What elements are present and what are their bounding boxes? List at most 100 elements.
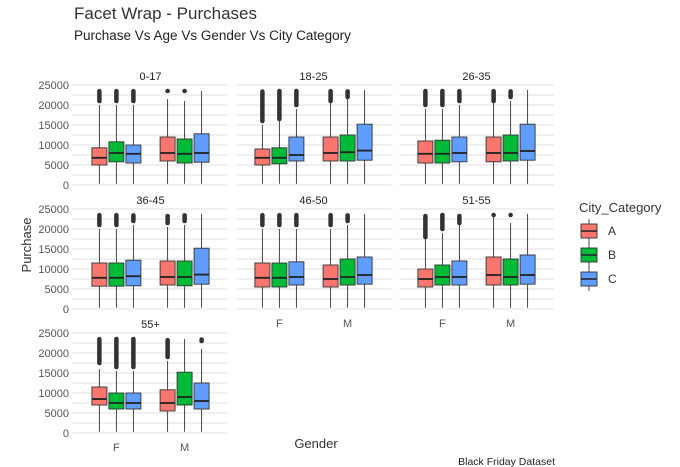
boxplot-box xyxy=(108,336,125,432)
y-tick-label: 5000 xyxy=(45,284,69,296)
boxplot-box xyxy=(288,88,305,184)
box-iqr xyxy=(91,262,108,287)
outlier-point xyxy=(423,88,428,94)
outlier-point xyxy=(294,212,299,218)
boxplot-box xyxy=(519,213,536,308)
boxplot-box xyxy=(502,212,519,308)
outlier-point xyxy=(165,213,170,219)
outlier-point xyxy=(114,336,119,342)
box-iqr xyxy=(288,261,305,286)
box-iqr xyxy=(159,260,176,286)
outlier-point xyxy=(260,212,265,218)
boxplot-box xyxy=(288,212,305,308)
x-axis-title: Gender xyxy=(294,436,338,451)
outlier-point xyxy=(491,212,496,218)
box-iqr xyxy=(271,147,288,165)
outlier-point xyxy=(294,88,299,94)
facet-panel: 26-35 xyxy=(399,71,554,186)
outlier-point xyxy=(328,212,333,218)
boxplot-box xyxy=(485,212,502,308)
boxplot-box xyxy=(485,88,502,184)
y-tick-label: 15000 xyxy=(38,244,69,256)
y-axis-title: Purchase xyxy=(19,218,34,273)
box-iqr xyxy=(485,256,502,286)
boxplot-box xyxy=(176,213,193,308)
y-tick-label: 0 xyxy=(63,180,69,192)
facet-panel: 0-17 0 5000 10000 15000 20000 25000 xyxy=(38,71,228,192)
x-tick-label: M xyxy=(180,442,189,454)
boxplot-box xyxy=(356,89,373,184)
box-iqr xyxy=(519,123,536,161)
y-tick-label: 20000 xyxy=(38,348,69,360)
outlier-point xyxy=(182,213,187,218)
box-iqr xyxy=(254,262,271,288)
chart-caption: Black Friday Dataset xyxy=(458,456,555,467)
facet-strip-label: 18-25 xyxy=(299,71,327,83)
boxplot-box xyxy=(193,337,210,432)
box-iqr xyxy=(125,259,142,287)
outlier-point xyxy=(165,88,170,94)
boxplot-box xyxy=(434,88,451,184)
boxplot-box xyxy=(125,336,142,432)
facet-strip-label: 46-50 xyxy=(299,195,327,207)
box-iqr xyxy=(271,262,288,288)
y-tick-label: 25000 xyxy=(38,80,69,92)
outlier-point xyxy=(277,212,282,218)
box-iqr xyxy=(193,382,210,410)
box-iqr xyxy=(108,141,125,163)
boxplot-box xyxy=(193,91,210,184)
y-tick-label: 0 xyxy=(63,304,69,316)
box-iqr xyxy=(176,371,193,406)
boxplot-box xyxy=(193,213,210,308)
outlier-point xyxy=(131,336,136,342)
y-tick-label: 0 xyxy=(63,428,69,440)
outlier-point xyxy=(97,88,102,94)
box-iqr xyxy=(356,123,373,161)
y-tick-label: 25000 xyxy=(38,328,69,340)
legend-label: A xyxy=(608,224,616,238)
outlier-point xyxy=(277,88,282,94)
box-iqr xyxy=(356,256,373,285)
outlier-point xyxy=(457,88,462,94)
legend-title: City_Category xyxy=(579,200,662,215)
boxplot-box xyxy=(322,88,339,184)
facet-panel: 36-45 0 5000 10000 15000 20000 25000 xyxy=(38,195,228,316)
boxplot-box xyxy=(91,336,108,432)
outlier-point xyxy=(440,212,445,218)
boxplot-box xyxy=(91,88,108,184)
outlier-point xyxy=(508,89,513,94)
boxplot-box xyxy=(502,89,519,184)
box-iqr xyxy=(339,258,356,286)
box-iqr xyxy=(288,136,305,162)
box-iqr xyxy=(193,133,210,163)
outlier-point xyxy=(508,212,513,218)
y-tick-label: 25000 xyxy=(38,204,69,216)
boxplot-box xyxy=(108,212,125,308)
facet-strip-label: 36-45 xyxy=(136,195,164,207)
boxplot-box xyxy=(451,213,468,308)
box-iqr xyxy=(417,140,434,164)
boxplot-box xyxy=(254,89,271,184)
y-tick-label: 5000 xyxy=(45,160,69,172)
boxplot-box xyxy=(271,212,288,308)
outlier-point xyxy=(457,213,462,219)
legend-entry: C xyxy=(580,267,617,291)
outlier-point xyxy=(199,337,204,342)
box-iqr xyxy=(502,134,519,162)
box-iqr xyxy=(417,268,434,288)
box-iqr xyxy=(108,262,125,287)
box-iqr xyxy=(159,136,176,162)
outlier-point xyxy=(328,88,333,94)
boxplot-box xyxy=(176,88,193,184)
chart-subtitle: Purchase Vs Age Vs Gender Vs City Catego… xyxy=(74,28,351,43)
boxplot-box xyxy=(519,89,536,184)
boxplot-box xyxy=(417,213,434,308)
outlier-point xyxy=(131,213,136,218)
boxplot-box xyxy=(254,212,271,308)
box-iqr xyxy=(108,392,125,410)
facet-panel: 51-55 F M xyxy=(399,195,554,330)
boxplot-box xyxy=(159,213,176,308)
outlier-point xyxy=(440,88,445,94)
outlier-point xyxy=(182,88,187,94)
box-iqr xyxy=(176,260,193,287)
